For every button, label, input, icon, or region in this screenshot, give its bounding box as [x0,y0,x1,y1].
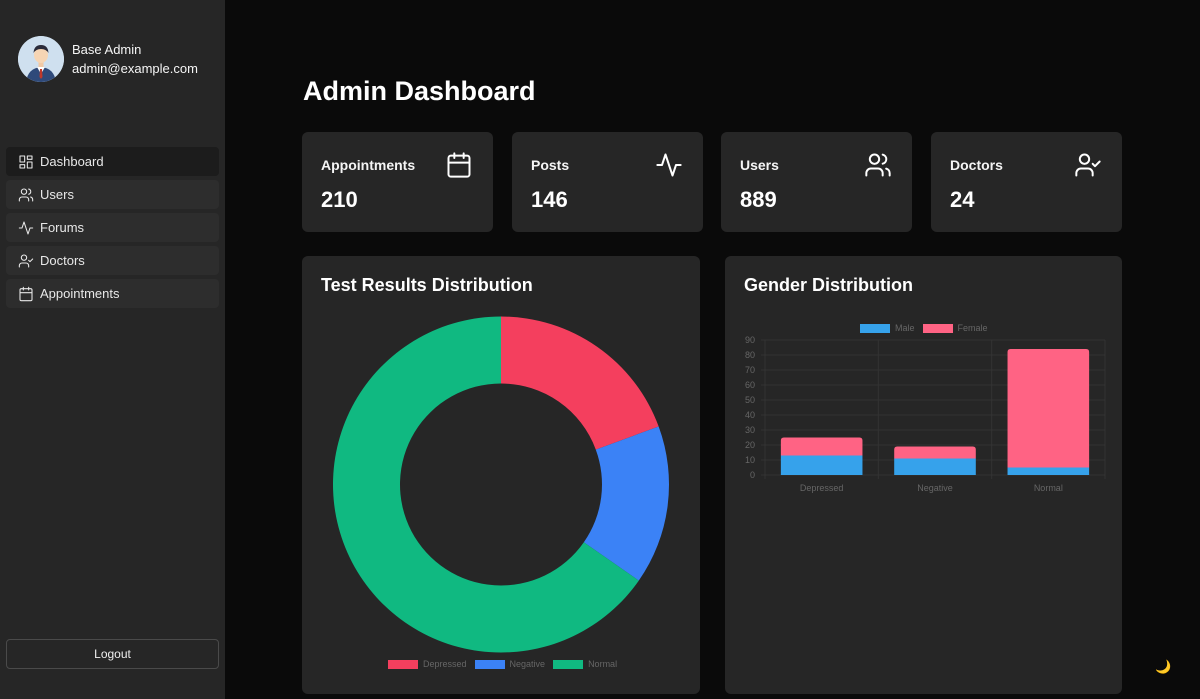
user-name: Base Admin [72,42,142,57]
bar-legend: Male Female [860,323,996,333]
sidebar-item-label: Forums [40,220,85,235]
donut-legend-item[interactable]: Negative [474,659,546,669]
stat-card-doctors: Doctors 24 [931,132,1122,232]
test-results-panel: Test Results Distribution Depressed Negat… [302,256,700,694]
stat-label: Users [740,157,779,173]
stat-label: Appointments [321,157,416,173]
stat-card-posts: Posts 146 [512,132,703,232]
y-tick-label: 40 [745,410,755,420]
donut-legend-item[interactable]: Depressed [388,659,467,669]
activity-icon [656,153,682,177]
x-tick-label: Normal [1034,483,1063,493]
sidebar-item-label: Appointments [40,286,120,301]
donut-slice-negative[interactable] [583,426,669,581]
page-title: Admin Dashboard [303,76,536,106]
legend-label: Depressed [423,659,467,669]
donut-slice-normal[interactable] [333,316,639,653]
activity-icon [18,220,34,235]
gender-bar-chart: 0 10 20 30 40 50 60 70 80 90 Depressed Negative Norm… [745,335,1106,493]
avatar [18,36,64,82]
bar-legend-item[interactable]: Female [922,323,988,333]
sidebar: Base Admin admin@example.com Dashboard U… [0,0,225,699]
sidebar-item-users[interactable]: Users [6,180,219,209]
sidebar-item-dashboard[interactable]: Dashboard [6,147,219,176]
bar-female-negative[interactable] [894,446,976,459]
sidebar-nav: Dashboard Users Forums Doctors Appointme… [6,147,219,312]
y-tick-label: 10 [745,455,755,465]
stat-value: 889 [740,187,777,212]
legend-label: Negative [509,659,546,669]
user-profile: Base Admin admin@example.com [18,36,198,82]
legend-swatch [388,659,418,669]
user-check-icon [1075,153,1101,177]
legend-swatch [922,323,953,333]
sidebar-item-doctors[interactable]: Doctors [6,246,219,275]
stat-value: 24 [950,187,975,212]
bar-female-normal[interactable] [1007,349,1090,468]
legend-swatch [553,659,584,669]
donut-legend-item[interactable]: Normal [553,659,617,669]
y-tick-label: 20 [745,440,755,450]
stat-label: Posts [531,157,570,173]
calendar-icon [447,152,471,178]
logout-button[interactable]: Logout [6,639,219,669]
bar-male-depressed[interactable] [780,455,863,476]
y-tick-label: 70 [745,365,755,375]
panel-title: Test Results Distribution [321,275,533,295]
gender-panel: Gender Distribution Male Female 0 10 20 30 40… [725,256,1122,694]
y-tick-label: 80 [745,350,755,360]
y-tick-label: 90 [745,335,755,345]
y-tick-label: 50 [745,395,755,405]
users-icon [865,153,891,177]
panel-title: Gender Distribution [744,275,914,295]
donut-legend: Depressed Negative Normal [388,659,625,669]
bar-male-negative[interactable] [894,458,976,476]
bar-legend-item[interactable]: Male [860,323,915,333]
test-results-donut-chart [333,316,669,653]
donut-slice-depressed[interactable] [501,316,659,450]
stat-value: 146 [531,187,568,212]
stat-value: 210 [321,187,358,212]
legend-label: Female [957,323,988,333]
user-check-icon [18,253,34,268]
stat-card-appointments: Appointments 210 [302,132,493,232]
dashboard-icon [19,154,33,169]
calendar-icon [19,286,33,301]
legend-swatch [860,323,890,333]
y-tick-label: 30 [745,425,755,435]
sidebar-item-forums[interactable]: Forums [6,213,219,242]
users-icon [18,187,34,202]
legend-label: Male [895,323,915,333]
legend-label: Normal [588,659,618,669]
bar-male-normal[interactable] [1007,467,1090,476]
moon-icon[interactable]: 🌙 [1155,659,1172,674]
bar-female-depressed[interactable] [780,437,863,456]
stat-label: Doctors [950,157,1003,173]
sidebar-item-label: Users [40,187,74,202]
x-tick-label: Depressed [800,483,844,493]
sidebar-item-label: Dashboard [40,154,104,169]
y-tick-label: 0 [750,470,755,480]
stat-card-users: Users 889 [721,132,912,232]
y-tick-label: 60 [745,380,755,390]
sidebar-item-label: Doctors [40,253,85,268]
x-tick-label: Negative [917,483,953,493]
legend-swatch [474,659,505,669]
user-email: admin@example.com [72,61,198,76]
sidebar-item-appointments[interactable]: Appointments [6,279,219,308]
